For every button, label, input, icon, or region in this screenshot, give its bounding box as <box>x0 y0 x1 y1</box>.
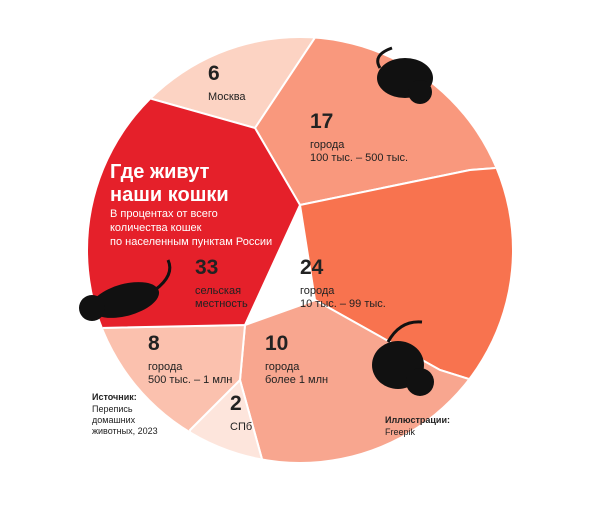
source-text: Перепись <box>92 404 133 414</box>
category-label: СПб <box>230 421 252 433</box>
source-text: домашних <box>92 415 136 425</box>
value-label: 6 <box>208 62 220 85</box>
region <box>88 38 302 332</box>
category-label: более 1 млн <box>265 374 328 386</box>
chart-subtitle: В процентах от всего <box>110 208 218 220</box>
category-label: города <box>265 361 300 373</box>
category-label: сельская <box>195 285 241 297</box>
value-label: 33 <box>195 256 218 279</box>
source-text: животных, 2023 <box>92 426 158 436</box>
cat-illustration <box>79 46 434 396</box>
category-label: города <box>310 139 345 151</box>
category-label: Москва <box>208 91 246 103</box>
credits-text: Freepik <box>385 427 416 437</box>
chart-subtitle: количества кошек <box>110 222 202 234</box>
value-label: 17 <box>310 110 333 133</box>
value-label: 8 <box>148 332 160 355</box>
category-label: города <box>148 361 183 373</box>
chart-title: Где живут <box>110 161 210 183</box>
source-label: Источник: <box>92 392 137 402</box>
category-label: местность <box>195 298 248 310</box>
category-label: 10 тыс. – 99 тыс. <box>300 298 386 310</box>
region <box>253 38 512 207</box>
value-label: 24 <box>300 256 324 279</box>
category-label: города <box>300 285 335 297</box>
credits-label: Иллюстрации: <box>385 415 450 425</box>
category-label: 500 тыс. – 1 млн <box>148 374 232 386</box>
value-label: 2 <box>230 392 242 415</box>
category-label: 100 тыс. – 500 тыс. <box>310 152 408 164</box>
value-label: 10 <box>265 332 288 355</box>
chart-title: наши кошки <box>110 184 229 206</box>
chart-subtitle: по населенным пунктам России <box>110 236 272 248</box>
